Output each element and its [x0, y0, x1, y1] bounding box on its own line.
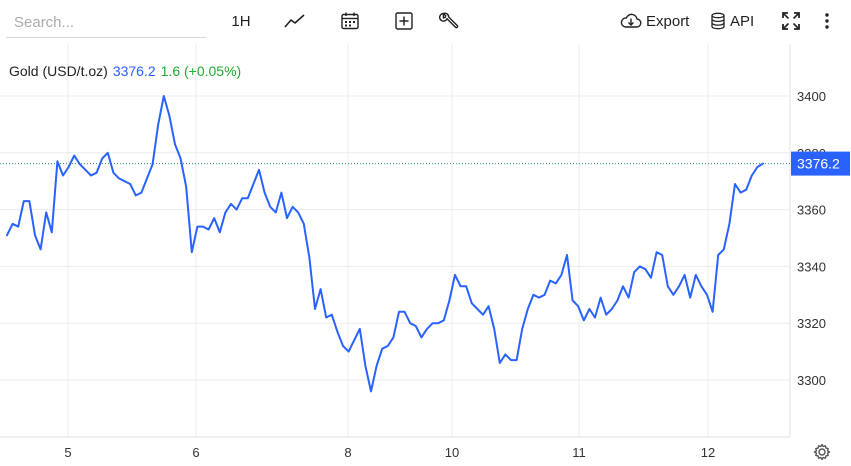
legend-price: 3376.2 [112, 63, 156, 79]
last-price-tag: 3376.2 [791, 151, 850, 176]
x-tick-label: 5 [64, 445, 71, 460]
x-tick-label: 10 [445, 445, 459, 460]
calendar-icon [341, 12, 359, 30]
gear-icon[interactable] [812, 442, 832, 462]
x-tick-label: 6 [192, 445, 199, 460]
line-chart-icon [284, 14, 305, 28]
fullscreen-button[interactable] [780, 9, 802, 33]
add-indicator-button[interactable] [392, 9, 416, 33]
wrench-icon [439, 12, 459, 29]
date-range-button[interactable] [338, 9, 362, 33]
add-indicator-icon [395, 12, 413, 30]
y-tick-label: 3300 [797, 373, 826, 388]
export-button[interactable]: Export [620, 9, 692, 33]
search-input[interactable] [6, 8, 206, 38]
settings-tools-button[interactable] [437, 9, 461, 33]
fullscreen-icon [782, 12, 800, 30]
x-tick-label: 8 [344, 445, 351, 460]
y-tick-label: 3360 [797, 203, 826, 218]
last-price-tag-background [791, 151, 850, 176]
last-price-tag-text: 3376.2 [797, 156, 840, 172]
vertical-gridlines [67, 44, 709, 437]
x-tick-label: 12 [701, 445, 715, 460]
legend-change: 1.6 (+0.05%) [160, 63, 242, 79]
series-legend: Gold (USD/t.oz) 3376.2 1.6 (+0.05%) [9, 63, 241, 79]
api-label: API [730, 12, 755, 30]
export-label: Export [646, 12, 690, 30]
toolbar: 1H [0, 0, 851, 44]
cloud-download-icon [620, 13, 642, 28]
y-tick-label: 3400 [797, 89, 826, 104]
y-tick-label: 3320 [797, 316, 826, 331]
y-tick-label: 3340 [797, 259, 826, 274]
x-tick-label: 11 [572, 445, 586, 460]
database-icon [711, 12, 725, 30]
legend-symbol: Gold (USD/t.oz) [9, 63, 108, 79]
chart-type-button[interactable] [282, 9, 308, 33]
interval-button[interactable]: 1H [231, 12, 251, 30]
api-button[interactable]: API [710, 9, 758, 33]
horizontal-gridlines [0, 95, 790, 381]
time-axis: 5 6 8 10 11 12 [64, 445, 715, 460]
more-options-button[interactable] [818, 9, 836, 33]
series-line-gold [6, 95, 764, 393]
more-vertical-icon [825, 13, 829, 29]
price-axis: 330033203340336033803400 [797, 89, 826, 388]
